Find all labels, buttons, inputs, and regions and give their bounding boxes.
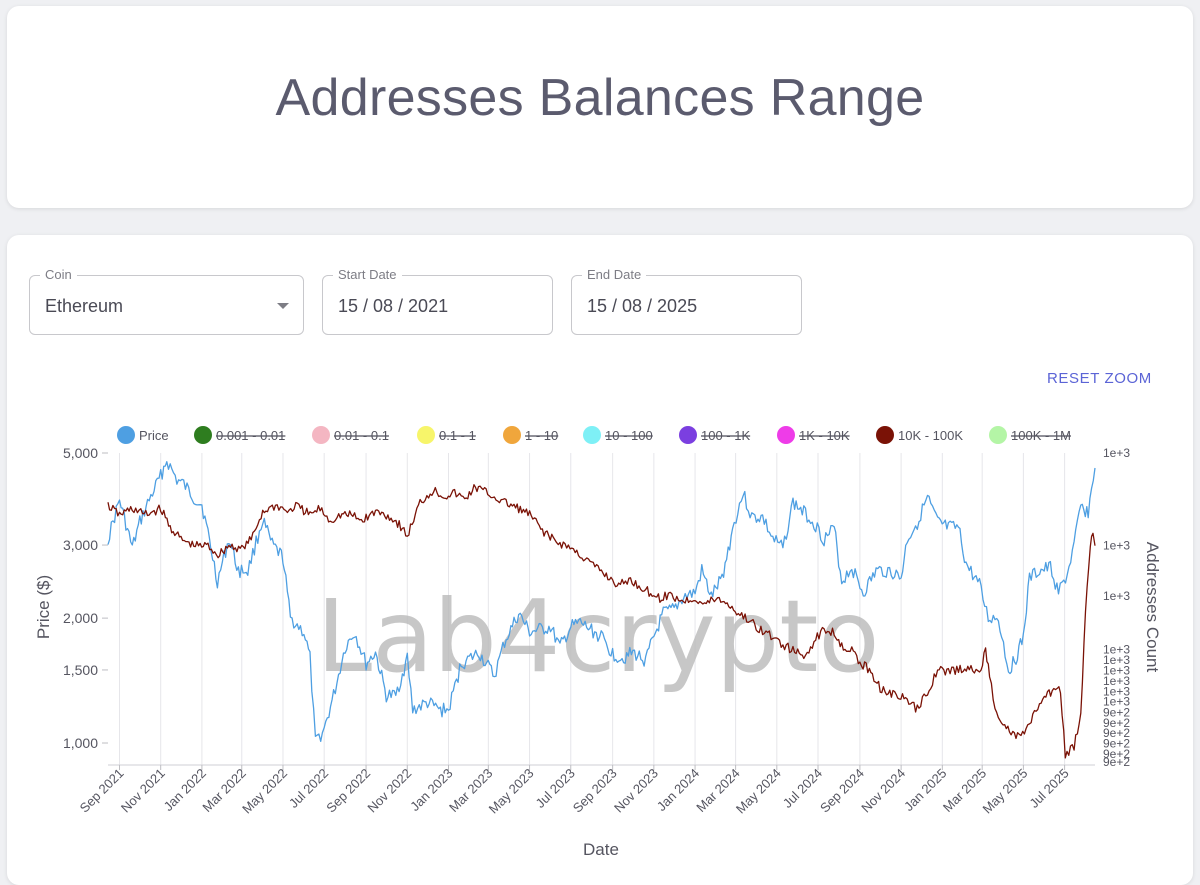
coin-select[interactable]: Coin Ethereum [29, 267, 304, 335]
end-date-value[interactable]: 15 / 08 / 2025 [587, 296, 698, 316]
reset-zoom-button[interactable]: RESET ZOOM [1047, 370, 1152, 387]
legend-label: 100 - 1K [701, 428, 750, 443]
legend-swatch [679, 426, 697, 444]
x-tick-label: Nov 2023 [611, 766, 661, 816]
legend[interactable]: Price 0.001 - 0.01 0.01 - 0.1 0.1 - 1 1 - 10… [117, 426, 1071, 444]
legend-item[interactable]: 100 - 1K [679, 426, 750, 444]
x-tick-label: Jul 2025 [1026, 766, 1071, 811]
right-axis: 1e+31e+31e+31e+31e+31e+31e+31e+31e+39e+2… [1103, 446, 1130, 769]
x-axis-label: Date [583, 840, 619, 859]
legend-swatch [989, 426, 1007, 444]
legend-label: 1K - 10K [799, 428, 850, 443]
legend-swatch [777, 426, 795, 444]
legend-swatch [583, 426, 601, 444]
y-axis-label-right: Addresses Count [1143, 542, 1162, 673]
start-date-value[interactable]: 15 / 08 / 2021 [338, 296, 449, 316]
legend-swatch [194, 426, 212, 444]
y-axis-label-left: Price ($) [34, 575, 53, 639]
title-card: Addresses Balances Range [7, 6, 1193, 208]
end-date-field[interactable]: End Date 15 / 08 / 2025 [571, 267, 802, 335]
legend-label: 10 - 100 [605, 428, 653, 443]
watermark: Lab4crypto [316, 578, 879, 695]
y-tick-label-right: 1e+3 [1103, 589, 1130, 603]
legend-swatch [312, 426, 330, 444]
x-tick-label: May 2025 [980, 766, 1031, 817]
page-title: Addresses Balances Range [275, 69, 925, 127]
chart[interactable]: Lab4crypto Price 0.001 - 0.01 0.01 - 0.1 0.… [7, 235, 1193, 885]
x-tick-label: Nov 2021 [118, 766, 168, 816]
coin-value: Ethereum [45, 296, 124, 316]
legend-item[interactable]: 0.1 - 1 [417, 426, 476, 444]
y-tick-label-right: 9e+2 [1103, 755, 1130, 769]
start-date-label: Start Date [333, 267, 402, 282]
y-tick-label-right: 1e+3 [1103, 695, 1130, 709]
y-tick-label-right: 1e+3 [1103, 539, 1130, 553]
legend-swatch [417, 426, 435, 444]
y-tick-label-left: 5,000 [63, 445, 98, 461]
x-tick-label: May 2024 [733, 766, 784, 817]
x-tick-label: Nov 2024 [858, 766, 908, 816]
holders-10k-100k-line[interactable] [107, 484, 1096, 759]
x-tick-label: May 2023 [486, 766, 537, 817]
legend-item[interactable]: 10K - 100K [876, 426, 963, 444]
y-tick-label-right: 1e+3 [1103, 446, 1130, 460]
y-tick-label-right: 9e+2 [1103, 747, 1130, 761]
legend-item[interactable]: 10 - 100 [583, 426, 653, 444]
y-tick-label-left: 1,000 [63, 735, 98, 751]
y-tick-label-right: 1e+3 [1103, 685, 1130, 699]
legend-swatch [876, 426, 894, 444]
series-lines [107, 461, 1096, 759]
legend-item[interactable]: 0.01 - 0.1 [312, 426, 389, 444]
legend-item[interactable]: 0.001 - 0.01 [194, 426, 285, 444]
legend-item[interactable]: 100K - 1M [989, 426, 1071, 444]
x-tick-label: Sep 2021 [77, 766, 127, 816]
legend-label: 10K - 100K [898, 428, 963, 443]
legend-label: 1 - 10 [525, 428, 558, 443]
legend-swatch [503, 426, 521, 444]
legend-item[interactable]: Price [117, 426, 169, 444]
x-tick-label: May 2022 [239, 766, 290, 817]
y-tick-label-right: 1e+3 [1103, 674, 1130, 688]
legend-swatch [117, 426, 135, 444]
chevron-down-icon[interactable] [277, 303, 289, 309]
legend-label: Price [139, 428, 169, 443]
x-tick-label: Sep 2022 [323, 766, 373, 816]
x-tick-label: Sep 2023 [570, 766, 620, 816]
y-tick-label-right: 1e+3 [1103, 653, 1130, 667]
end-date-label: End Date [582, 267, 647, 282]
y-tick-label-left: 2,000 [63, 610, 98, 626]
y-tick-label-right: 1e+3 [1103, 664, 1130, 678]
y-tick-label-right: 9e+2 [1103, 726, 1130, 740]
y-tick-label-right: 9e+2 [1103, 716, 1130, 730]
y-tick-label-right: 9e+2 [1103, 736, 1130, 750]
legend-label: 0.1 - 1 [439, 428, 476, 443]
y-tick-label-left: 1,500 [63, 662, 98, 678]
legend-label: 100K - 1M [1011, 428, 1071, 443]
legend-item[interactable]: 1 - 10 [503, 426, 558, 444]
legend-label: 0.01 - 0.1 [334, 428, 389, 443]
y-tick-label-right: 1e+3 [1103, 643, 1130, 657]
left-axis: 5,000 3,000 2,000 1,500 1,000 [63, 445, 108, 751]
legend-label: 0.001 - 0.01 [216, 428, 285, 443]
x-tick-label: Nov 2022 [364, 766, 414, 816]
y-tick-label-left: 3,000 [63, 537, 98, 553]
grid-lines [118, 453, 1066, 765]
price-line[interactable] [107, 461, 1096, 743]
chart-card: Coin Ethereum Start Date 15 / 08 / 2021 … [7, 235, 1193, 885]
x-tick-label: Sep 2024 [817, 766, 867, 816]
coin-label: Coin [40, 267, 77, 282]
legend-item[interactable]: 1K - 10K [777, 426, 850, 444]
start-date-field[interactable]: Start Date 15 / 08 / 2021 [322, 267, 553, 335]
y-tick-label-right: 9e+2 [1103, 705, 1130, 719]
